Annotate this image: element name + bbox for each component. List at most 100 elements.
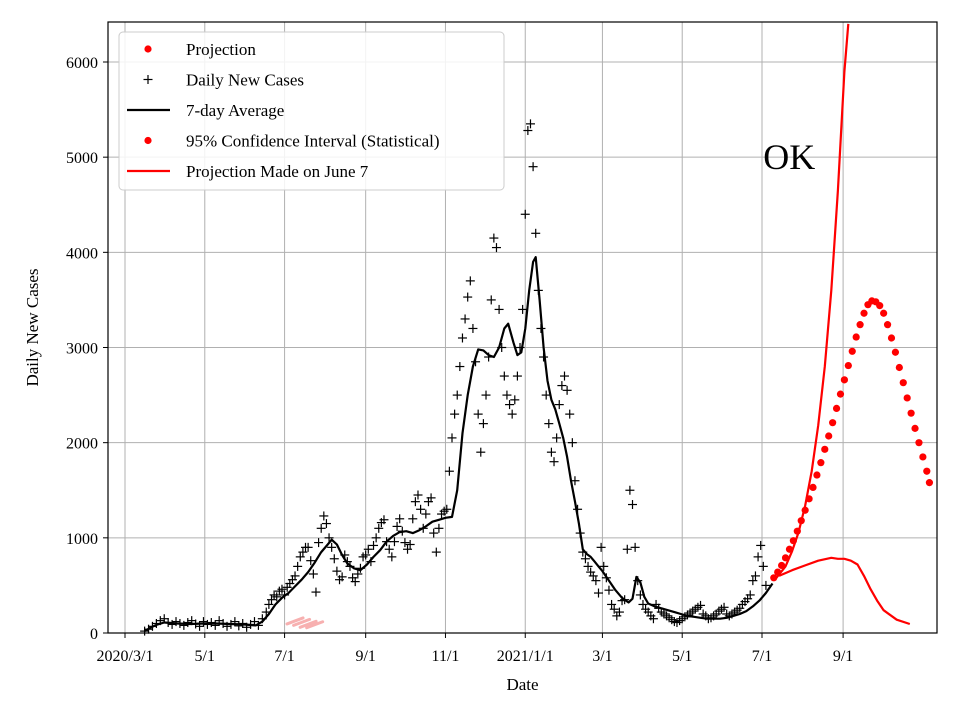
- projection-point: [915, 439, 923, 447]
- daily-case-marker: [238, 618, 248, 628]
- daily-case-marker: [261, 607, 271, 617]
- daily-case-marker: [531, 228, 541, 238]
- daily-case-marker: [403, 544, 413, 554]
- projection-point: [829, 419, 837, 427]
- daily-case-marker: [379, 515, 389, 525]
- projection-point: [852, 333, 860, 341]
- daily-case-marker: [484, 352, 494, 362]
- daily-case-marker: [397, 526, 407, 536]
- daily-case-marker: [575, 528, 585, 538]
- legend-label: Projection Made on June 7: [186, 162, 369, 181]
- daily-case-marker: [303, 542, 313, 552]
- daily-cases-markers: [140, 119, 771, 636]
- daily-case-marker: [410, 497, 420, 507]
- daily-case-marker: [413, 490, 423, 500]
- daily-case-marker: [222, 621, 232, 631]
- y-axis-label: Daily New Cases: [23, 268, 42, 386]
- x-tick-label: 11/1: [432, 648, 460, 665]
- daily-case-marker: [588, 571, 598, 581]
- daily-case-marker: [350, 577, 360, 587]
- legend-entry: Projection Made on June 7: [127, 162, 369, 181]
- y-tick-label: 2000: [66, 436, 98, 453]
- daily-case-marker: [628, 500, 638, 510]
- daily-case-marker: [536, 323, 546, 333]
- daily-case-marker: [400, 538, 410, 548]
- daily-case-marker: [578, 547, 588, 557]
- daily-case-marker: [463, 292, 473, 302]
- y-tick-label: 0: [90, 626, 98, 643]
- daily-case-marker: [345, 561, 355, 571]
- daily-case-marker: [332, 566, 342, 576]
- daily-case-marker: [329, 554, 339, 564]
- daily-case-marker: [494, 304, 504, 314]
- daily-case-marker: [609, 604, 619, 614]
- daily-case-marker: [342, 557, 352, 567]
- daily-case-marker: [321, 519, 331, 529]
- daily-case-marker: [316, 523, 326, 533]
- daily-case-marker: [557, 381, 567, 391]
- daily-case-marker: [140, 626, 150, 636]
- daily-case-marker: [450, 409, 460, 419]
- plot-frame: [107, 21, 938, 634]
- daily-case-marker: [442, 504, 452, 514]
- daily-case-marker: [355, 563, 365, 573]
- daily-case-marker: [408, 514, 418, 524]
- daily-case-marker: [361, 550, 371, 560]
- legend-label: Daily New Cases: [186, 71, 304, 90]
- daily-case-marker: [635, 590, 645, 600]
- daily-case-marker: [481, 390, 491, 400]
- daily-case-marker: [541, 390, 551, 400]
- daily-case-marker: [549, 457, 559, 467]
- daily-case-marker: [159, 614, 169, 624]
- legend-entry: Daily New Cases: [143, 71, 304, 90]
- daily-case-marker: [497, 343, 507, 352]
- y-tick-label: 4000: [66, 245, 98, 262]
- daily-case-marker: [249, 617, 259, 627]
- y-tick-label: 1000: [66, 531, 98, 548]
- daily-case-marker: [750, 571, 760, 581]
- daily-case-marker: [622, 544, 632, 554]
- daily-case-marker: [745, 590, 755, 600]
- daily-case-marker: [337, 572, 347, 582]
- daily-case-marker: [340, 550, 350, 560]
- daily-case-marker: [353, 569, 363, 579]
- daily-case-marker: [457, 333, 467, 343]
- daily-case-marker: [374, 523, 384, 533]
- daily-case-marker: [528, 162, 538, 172]
- daily-case-marker: [426, 493, 436, 503]
- x-axis-label: Date: [506, 675, 538, 694]
- projection-point: [899, 379, 907, 387]
- daily-case-marker: [308, 569, 318, 579]
- projection-point: [832, 404, 841, 413]
- daily-case-marker: [523, 126, 533, 136]
- legend-box: [118, 31, 505, 191]
- daily-case-marker: [515, 343, 525, 352]
- daily-case-marker: [591, 576, 601, 586]
- projection-point: [825, 432, 833, 440]
- daily-case-marker: [544, 419, 554, 429]
- daily-case-marker: [444, 466, 454, 476]
- daily-case-marker: [491, 243, 501, 253]
- x-tick-label: 2021/1/1: [497, 648, 554, 665]
- daily-case-marker: [418, 523, 428, 533]
- legend-label: Projection: [186, 40, 256, 59]
- projection-point: [895, 363, 903, 372]
- projection-point: [925, 479, 934, 487]
- daily-case-marker: [253, 620, 263, 630]
- projection-point: [805, 495, 813, 503]
- daily-case-marker: [525, 119, 535, 129]
- projection-point: [848, 347, 856, 355]
- daily-case-marker: [604, 585, 614, 595]
- faded-projection-mark: [292, 617, 312, 627]
- daily-case-marker: [369, 540, 379, 550]
- daily-case-marker: [620, 595, 630, 605]
- legend-dot-icon: [144, 45, 152, 53]
- projection-point: [774, 568, 782, 576]
- daily-case-marker: [171, 617, 181, 627]
- daily-case-marker: [447, 433, 457, 443]
- legend-label: 95% Confidence Interval (Statistical): [186, 132, 440, 151]
- projection-point: [801, 506, 809, 514]
- annotation-ok: OK: [763, 137, 815, 177]
- daily-case-marker: [280, 590, 290, 600]
